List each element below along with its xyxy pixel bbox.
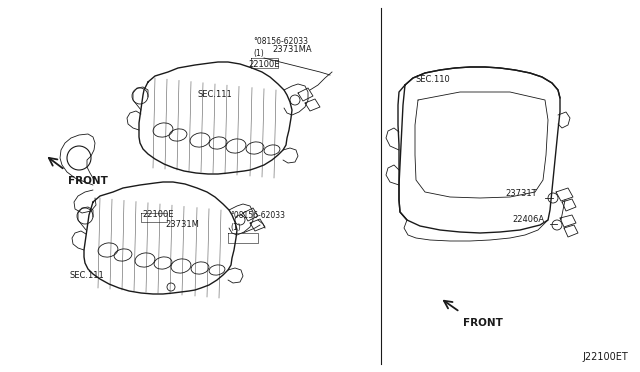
Text: 22406A: 22406A <box>512 215 544 224</box>
Text: SEC.111: SEC.111 <box>197 90 232 99</box>
Text: 23731MA: 23731MA <box>272 45 312 54</box>
Text: SEC.110: SEC.110 <box>415 75 450 84</box>
Text: 23731T: 23731T <box>505 189 536 198</box>
Text: 23731M: 23731M <box>165 220 199 229</box>
Text: J22100ET: J22100ET <box>582 352 628 362</box>
Text: FRONT: FRONT <box>68 176 108 186</box>
Text: SEC.111: SEC.111 <box>70 271 105 280</box>
Text: 22100E: 22100E <box>142 210 173 219</box>
Text: FRONT: FRONT <box>463 318 503 328</box>
Text: 22100E: 22100E <box>248 60 280 69</box>
Text: °08156-62033
(1): °08156-62033 (1) <box>230 211 285 232</box>
Text: °08156-62033
(1): °08156-62033 (1) <box>253 37 308 58</box>
